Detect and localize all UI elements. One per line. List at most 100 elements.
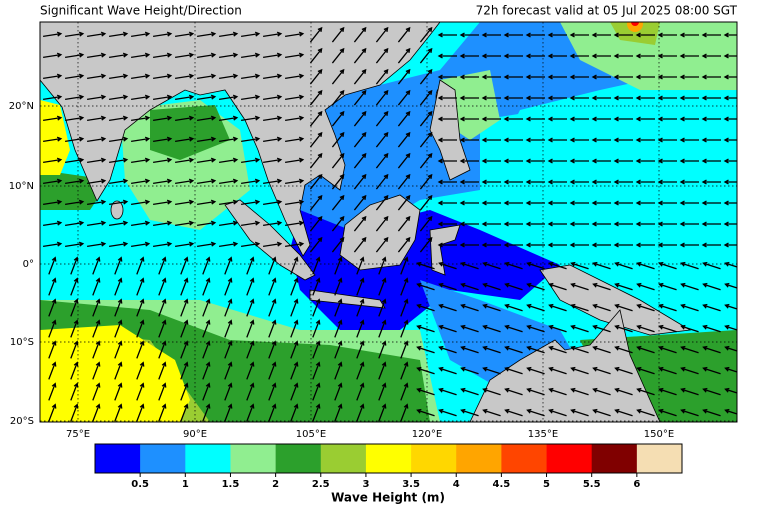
- lon-label: 135°E: [528, 429, 558, 440]
- arrow: [723, 116, 737, 122]
- arrow: [613, 32, 633, 38]
- arrow: [92, 298, 101, 317]
- arrow: [569, 74, 589, 80]
- arrow: [547, 95, 567, 101]
- arrow: [219, 73, 239, 79]
- arrow: [400, 277, 409, 296]
- arrow: [724, 366, 737, 373]
- arrow: [241, 241, 261, 247]
- arrow: [460, 261, 479, 270]
- arrow: [701, 137, 721, 143]
- arrow: [525, 137, 545, 143]
- arrow: [680, 408, 699, 417]
- arrow: [419, 152, 433, 169]
- arrow: [263, 136, 283, 142]
- arrow: [503, 53, 523, 59]
- arrow: [481, 242, 501, 248]
- arrow: [285, 178, 305, 184]
- arrow: [353, 194, 367, 211]
- arrow: [526, 261, 545, 270]
- arrow: [459, 116, 479, 122]
- arrow: [331, 152, 345, 169]
- arrow: [400, 256, 409, 275]
- arrow: [397, 26, 411, 43]
- arrow: [92, 277, 101, 296]
- arrow: [87, 31, 107, 37]
- arrow: [65, 52, 85, 58]
- arrow: [504, 387, 523, 396]
- arrow: [334, 277, 343, 296]
- arrow: [356, 361, 365, 380]
- arrow: [114, 340, 123, 359]
- arrow: [375, 215, 389, 232]
- arrow: [614, 282, 633, 291]
- arrow: [460, 408, 479, 417]
- arrow: [525, 179, 545, 185]
- arrow: [547, 179, 567, 185]
- arrow: [591, 32, 611, 38]
- arrow: [526, 387, 545, 396]
- colorbar-bin: [546, 444, 592, 473]
- arrow: [657, 200, 677, 206]
- arrow: [724, 408, 737, 415]
- arrow: [680, 303, 699, 312]
- arrow: [87, 157, 107, 163]
- arrow: [503, 158, 523, 164]
- arrow: [136, 277, 145, 296]
- arrow: [87, 241, 107, 247]
- arrow: [701, 95, 721, 101]
- arrow: [679, 158, 699, 164]
- arrow: [658, 282, 677, 291]
- arrow: [658, 408, 677, 417]
- arrow: [614, 387, 633, 396]
- arrow: [460, 387, 479, 396]
- arrow: [65, 136, 85, 142]
- arrow: [592, 303, 611, 312]
- arrow: [570, 387, 589, 396]
- arrow: [437, 158, 457, 164]
- arrow: [701, 158, 721, 164]
- arrow: [592, 408, 611, 417]
- colorbar-bin: [456, 444, 502, 473]
- arrow: [92, 403, 101, 422]
- arrow: [701, 116, 721, 122]
- lon-label: 150°E: [644, 429, 674, 440]
- arrow: [48, 361, 57, 380]
- arrow: [419, 131, 433, 148]
- arrow: [353, 110, 367, 127]
- arrow: [197, 220, 217, 226]
- arrow: [312, 277, 321, 296]
- arrow: [70, 256, 79, 275]
- arrow: [175, 31, 195, 37]
- arrow: [400, 382, 409, 401]
- arrow: [175, 199, 195, 205]
- arrow: [197, 115, 217, 121]
- arrow: [636, 345, 655, 354]
- colorbar-bin: [636, 444, 683, 473]
- arrow: [481, 158, 501, 164]
- arrow: [723, 32, 737, 38]
- arrow: [636, 282, 655, 291]
- arrow: [268, 382, 277, 401]
- arrow: [219, 178, 239, 184]
- arrow: [613, 137, 633, 143]
- arrow: [570, 366, 589, 375]
- arrow: [65, 94, 85, 100]
- arrow: [153, 199, 173, 205]
- arrow: [109, 73, 129, 79]
- arrow: [724, 324, 737, 331]
- arrow: [175, 73, 195, 79]
- arrow: [219, 52, 239, 58]
- arrow: [48, 298, 57, 317]
- arrow: [701, 221, 721, 227]
- arrow: [592, 387, 611, 396]
- arrow: [569, 137, 589, 143]
- lat-label: 20°N: [9, 101, 34, 112]
- arrow: [400, 319, 409, 338]
- arrow: [87, 73, 107, 79]
- arrow: [309, 173, 323, 190]
- arrow: [312, 298, 321, 317]
- arrow: [246, 382, 255, 401]
- arrow: [723, 137, 737, 143]
